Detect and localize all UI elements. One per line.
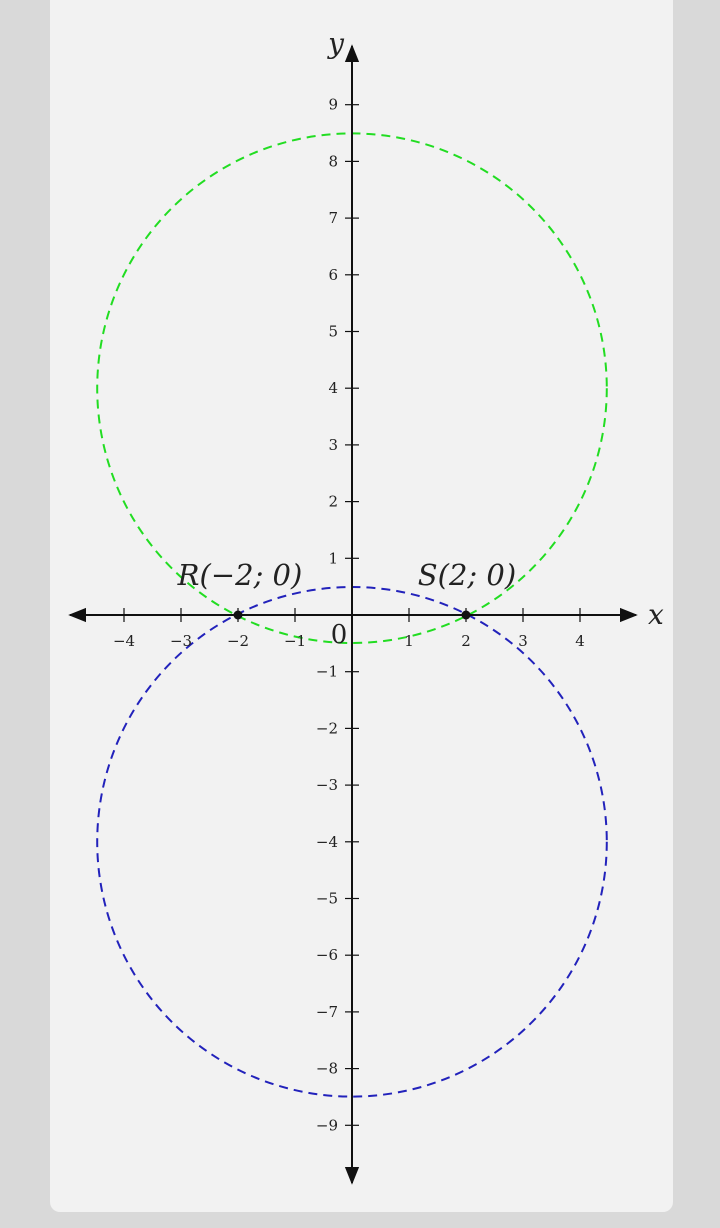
x-tick-label: 4 <box>575 632 585 650</box>
y-tick-label: 9 <box>328 96 338 114</box>
x-axis-label: x <box>648 598 664 631</box>
point-label-r: R(−2; 0) <box>177 558 303 592</box>
y-tick-label: 7 <box>328 209 338 227</box>
y-tick-label: 4 <box>328 379 338 397</box>
y-tick-label: 5 <box>328 323 338 341</box>
x-tick-label: −1 <box>284 632 306 650</box>
y-tick-label: −2 <box>316 719 338 737</box>
x-tick-label: 1 <box>404 632 414 650</box>
point-label-s: S(2; 0) <box>418 558 516 592</box>
origin-label: 0 <box>331 620 348 650</box>
x-tick-label: 2 <box>461 632 471 650</box>
y-tick-label: −6 <box>316 946 338 964</box>
y-tick-label: 2 <box>328 493 338 511</box>
point-r <box>233 610 243 620</box>
y-tick-label: 8 <box>328 152 338 170</box>
y-tick-label: −8 <box>316 1060 338 1078</box>
y-tick-label: −5 <box>316 890 338 908</box>
y-tick-label: 3 <box>328 436 338 454</box>
y-tick-label: −4 <box>316 833 338 851</box>
x-tick-label: −4 <box>113 632 135 650</box>
y-tick-label: −9 <box>316 1116 338 1134</box>
x-tick-label: −3 <box>170 632 192 650</box>
y-tick-label: −1 <box>316 663 338 681</box>
diagram-panel <box>50 0 673 1212</box>
y-tick-label: 1 <box>328 549 338 567</box>
y-axis-label: y <box>326 27 345 60</box>
x-tick-label: 3 <box>518 632 528 650</box>
y-tick-label: 6 <box>328 266 338 284</box>
x-tick-label: −2 <box>227 632 249 650</box>
y-tick-label: −7 <box>316 1003 338 1021</box>
point-s <box>461 610 471 620</box>
y-tick-label: −3 <box>316 776 338 794</box>
